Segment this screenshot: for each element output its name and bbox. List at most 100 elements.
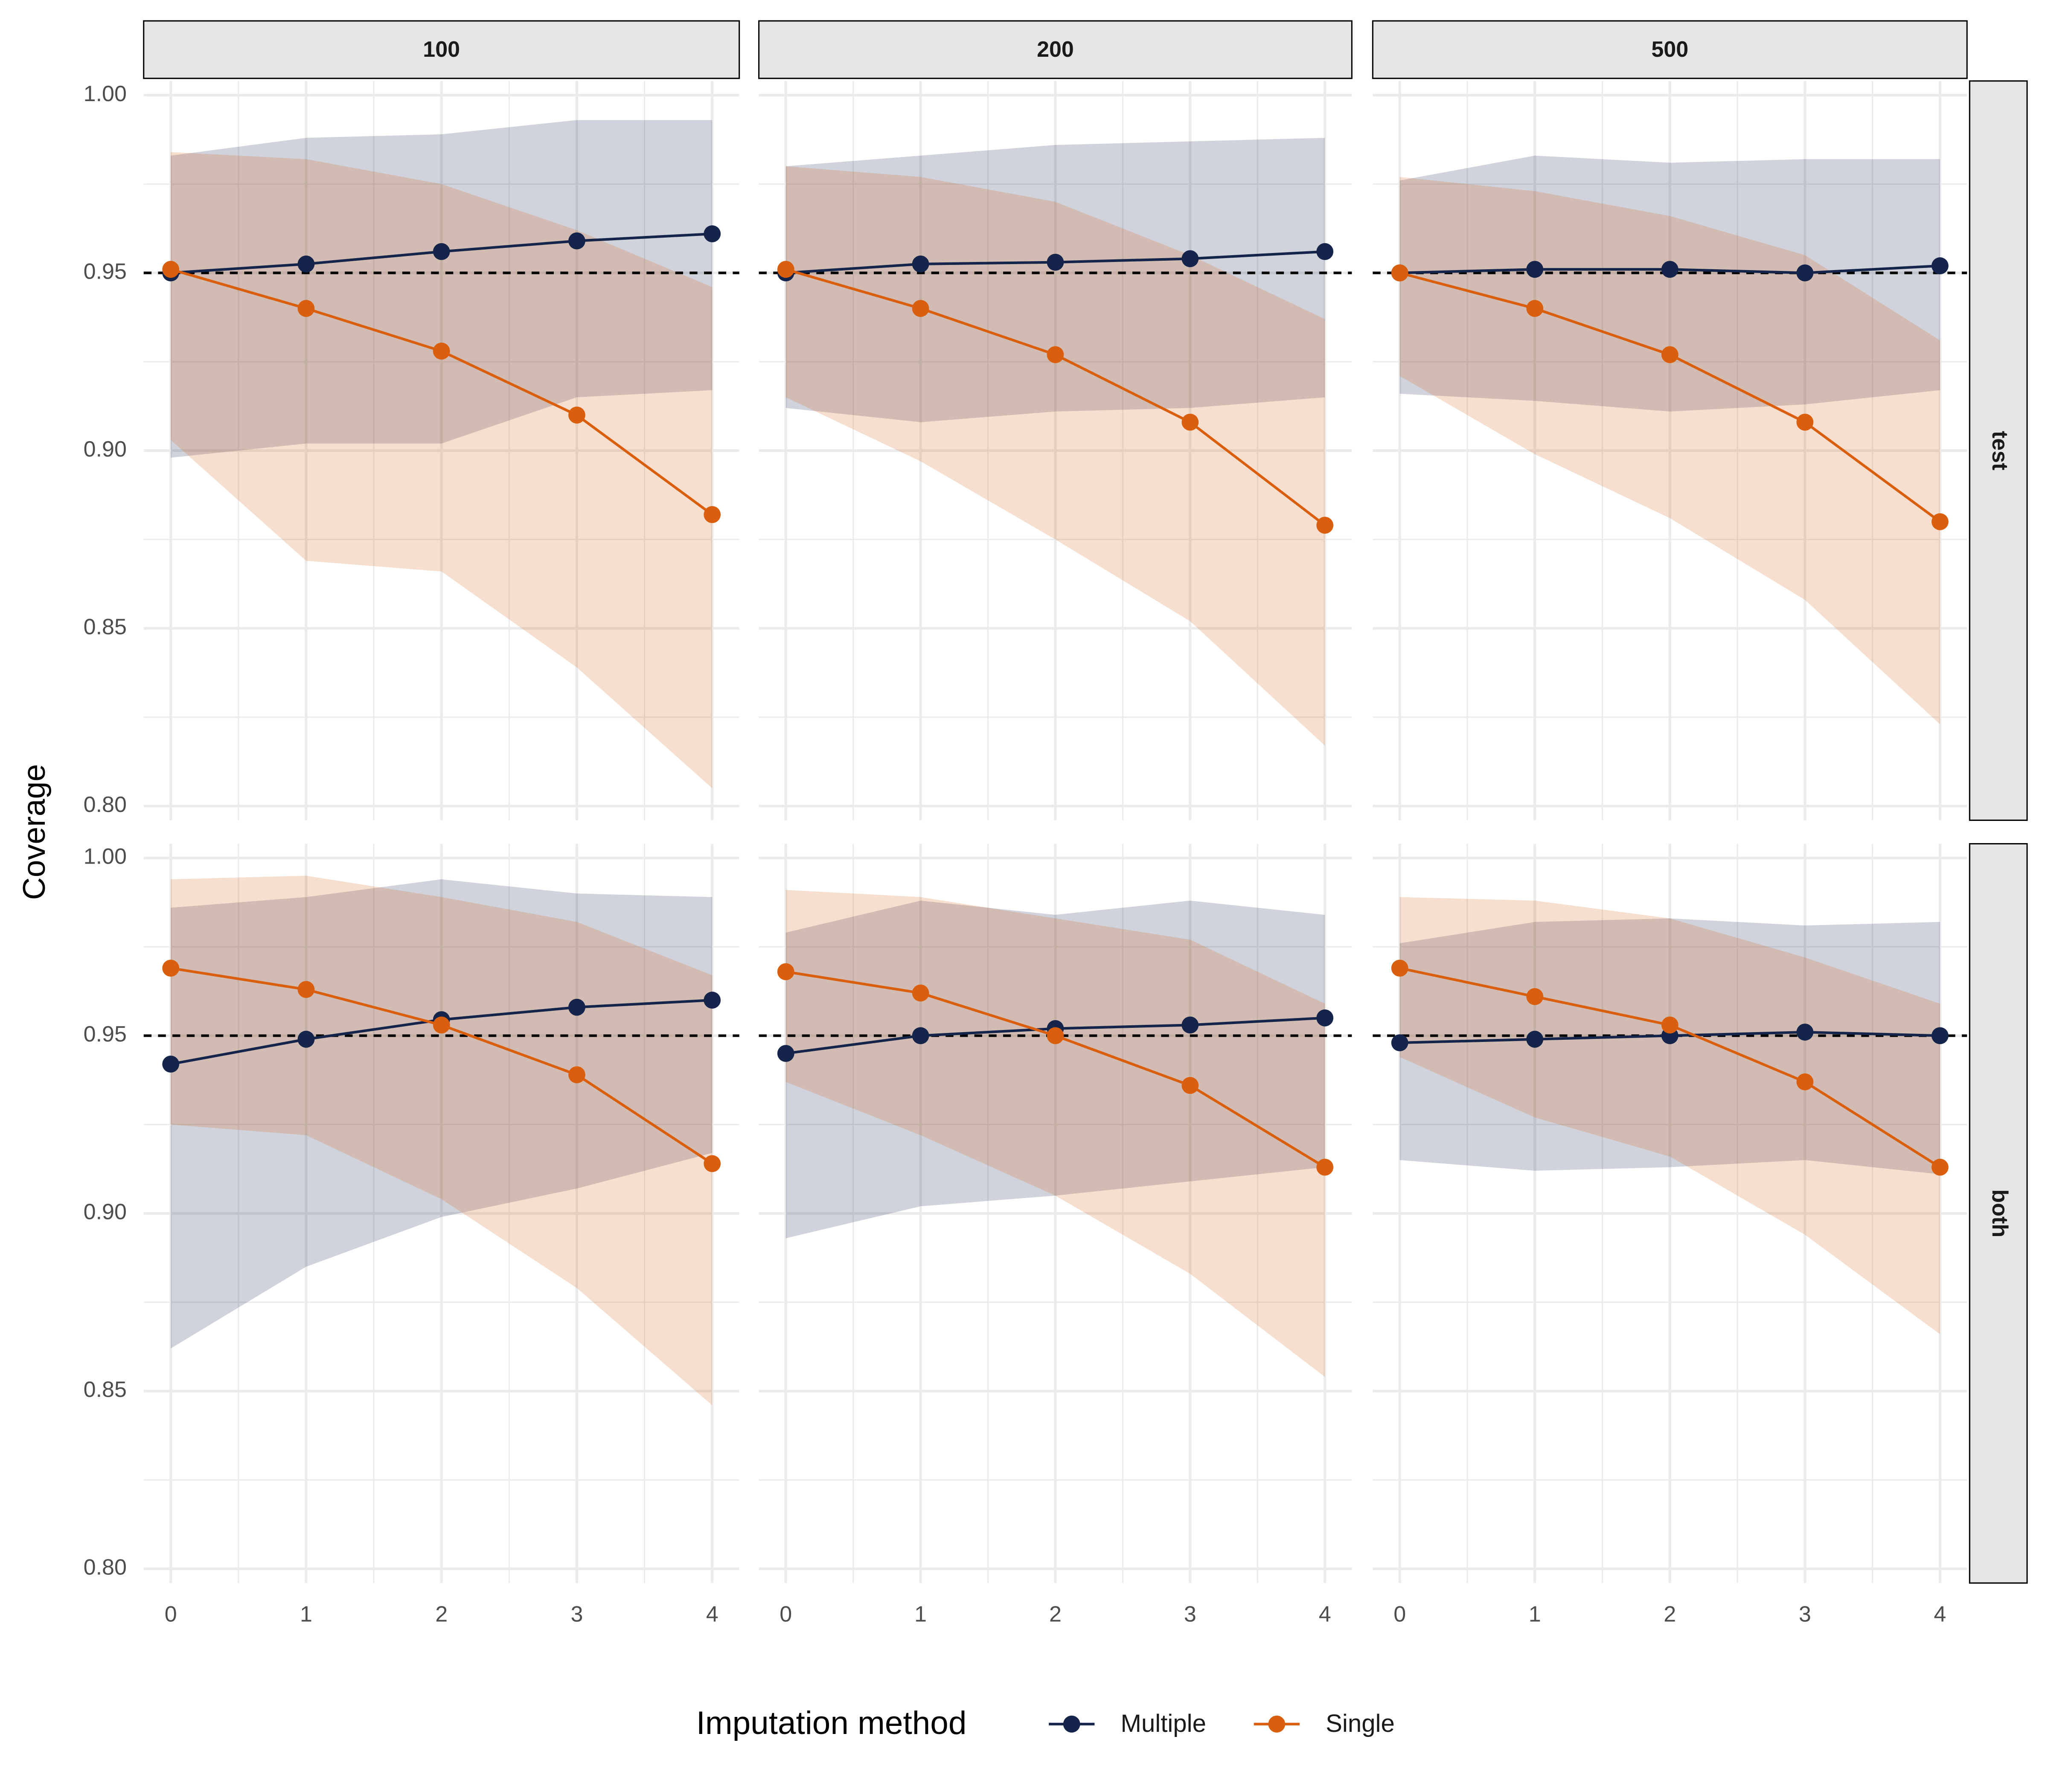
point — [433, 243, 450, 260]
x-tick-label: 4 — [1934, 1602, 1946, 1626]
point — [568, 998, 585, 1016]
x-tick-label: 0 — [165, 1602, 177, 1626]
y-tick-label: 0.90 — [84, 1200, 127, 1225]
point — [162, 261, 180, 278]
point — [777, 261, 794, 278]
y-tick-label: 0.80 — [84, 792, 127, 817]
point — [568, 406, 585, 424]
point — [297, 1030, 315, 1048]
point — [1661, 261, 1679, 278]
legend-key-point — [1268, 1715, 1286, 1733]
ribbon — [1399, 918, 1940, 1175]
strip-label: 500 — [1651, 37, 1688, 62]
point — [162, 960, 180, 977]
x-tick-label: 2 — [1664, 1602, 1676, 1626]
x-tick-label: 0 — [780, 1602, 792, 1626]
point — [1526, 261, 1544, 278]
point — [704, 506, 721, 523]
x-tick-label: 1 — [914, 1602, 927, 1626]
ribbon — [785, 138, 1325, 422]
y-tick-label: 1.00 — [84, 81, 127, 106]
point — [1526, 300, 1544, 317]
x-tick-label: 3 — [1799, 1602, 1811, 1626]
ribbon — [171, 120, 713, 458]
point — [1181, 1016, 1199, 1034]
strip-label: both — [1987, 1190, 2012, 1238]
point — [1316, 517, 1334, 534]
point — [704, 1155, 721, 1172]
y-tick-label: 0.90 — [84, 437, 127, 462]
point — [1931, 1158, 1949, 1176]
point — [297, 981, 315, 998]
y-axis-label: Coverage — [16, 764, 52, 900]
ribbon — [785, 890, 1325, 1377]
x-tick-label: 1 — [300, 1602, 312, 1626]
point — [1796, 1024, 1814, 1041]
point — [1316, 243, 1334, 260]
point — [912, 984, 929, 1002]
point — [433, 1016, 450, 1034]
point — [1796, 413, 1814, 431]
point — [1526, 1030, 1544, 1048]
point — [704, 225, 721, 242]
point — [1047, 346, 1064, 364]
x-tick-label: 2 — [1049, 1602, 1062, 1626]
ribbon — [1399, 897, 1940, 1335]
ribbon — [1399, 155, 1940, 412]
point — [1181, 1077, 1199, 1094]
strip-label: 100 — [423, 37, 460, 62]
legend-key-point — [1063, 1715, 1080, 1733]
y-tick-label: 0.85 — [84, 614, 127, 639]
point — [912, 300, 929, 317]
y-tick-label: 0.95 — [84, 1022, 127, 1047]
strip — [1372, 20, 1968, 79]
point — [162, 1056, 180, 1073]
point — [1391, 264, 1408, 282]
strip — [1969, 80, 2028, 821]
legend-title: Imputation method — [696, 1705, 967, 1741]
x-tick-label: 3 — [570, 1602, 583, 1626]
y-tick-label: 1.00 — [84, 844, 127, 869]
point — [1181, 413, 1199, 431]
point — [1661, 1016, 1679, 1034]
point — [1047, 253, 1064, 271]
point — [297, 300, 315, 317]
strip-label: 200 — [1037, 37, 1074, 62]
y-tick-label: 0.85 — [84, 1377, 127, 1402]
point — [297, 255, 315, 273]
point — [1796, 264, 1814, 282]
strip-label: test — [1987, 431, 2012, 471]
point — [1661, 346, 1679, 364]
strip — [758, 20, 1353, 79]
y-tick-label: 0.95 — [84, 259, 127, 284]
point — [912, 1027, 929, 1044]
point — [912, 255, 929, 273]
point — [777, 963, 794, 980]
point — [1391, 960, 1408, 977]
x-tick-label: 2 — [435, 1602, 448, 1626]
point — [1931, 1027, 1949, 1044]
legend-label: Multiple — [1121, 1710, 1206, 1737]
point — [1316, 1158, 1334, 1176]
point — [1316, 1009, 1334, 1027]
point — [1047, 1027, 1064, 1044]
point — [1931, 513, 1949, 530]
point — [1931, 257, 1949, 274]
point — [433, 342, 450, 360]
y-tick-label: 0.80 — [84, 1555, 127, 1580]
point — [1181, 250, 1199, 268]
strip — [1969, 843, 2028, 1584]
point — [1526, 988, 1544, 1005]
point — [568, 1066, 585, 1083]
x-tick-label: 4 — [706, 1602, 719, 1626]
strip — [143, 20, 740, 79]
legend-label: Single — [1326, 1710, 1395, 1737]
point — [704, 992, 721, 1009]
x-tick-label: 1 — [1529, 1602, 1541, 1626]
x-tick-label: 4 — [1319, 1602, 1331, 1626]
x-tick-label: 0 — [1393, 1602, 1406, 1626]
point — [1796, 1073, 1814, 1091]
point — [1391, 1034, 1408, 1051]
